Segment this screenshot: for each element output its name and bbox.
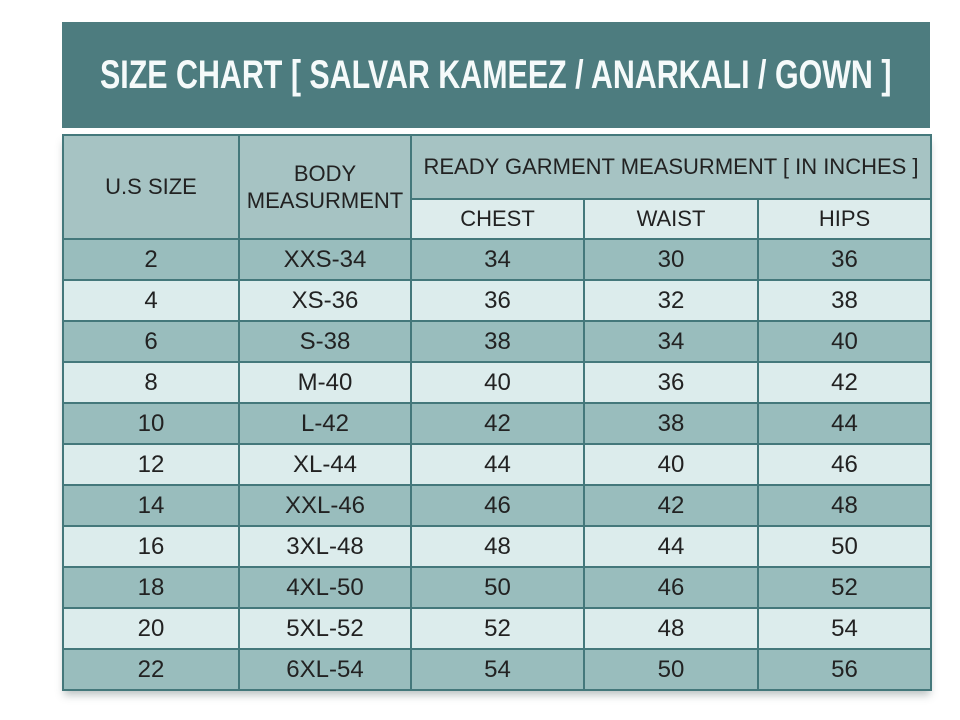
cell-chest: 44 [410,443,585,486]
cell-waist: 50 [583,648,759,691]
cell-hips: 38 [756,279,933,322]
title-banner: SIZE CHART [ SALVAR KAMEEZ / ANARKALI / … [62,22,930,128]
cell-waist: 44 [583,525,759,568]
cell-chest: 48 [410,525,585,568]
cell-hips: 48 [756,484,933,527]
table-row: 12 XL-44 44 40 46 [62,443,933,486]
cell-waist: 32 [583,279,759,322]
cell-chest: 38 [410,320,585,363]
size-table: U.S SIZE BODY MEASURMENT READY GARMENT M… [62,134,933,691]
cell-body-measurement: L-42 [238,402,412,445]
cell-body-measurement: XS-36 [238,279,412,322]
cell-body-measurement: 4XL-50 [238,566,412,609]
cell-chest: 40 [410,361,585,404]
cell-waist: 48 [583,607,759,650]
column-header-hips: HIPS [756,198,933,240]
cell-us-size: 2 [62,238,240,281]
cell-waist: 40 [583,443,759,486]
header-row-sub: CHEST WAIST HIPS [63,198,933,240]
cell-us-size: 16 [62,525,240,568]
column-header-body-measurement: BODY MEASURMENT [238,134,412,240]
cell-waist: 42 [583,484,759,527]
table-row: 14 XXL-46 46 42 48 [62,484,933,527]
header-row-main: U.S SIZE BODY MEASURMENT READY GARMENT M… [62,134,933,240]
cell-body-measurement: 3XL-48 [238,525,412,568]
cell-body-measurement: 6XL-54 [238,648,412,691]
cell-us-size: 8 [62,361,240,404]
column-header-waist: WAIST [583,198,759,240]
cell-chest: 46 [410,484,585,527]
cell-us-size: 14 [62,484,240,527]
cell-body-measurement: M-40 [238,361,412,404]
cell-hips: 44 [756,402,933,445]
cell-us-size: 4 [62,279,240,322]
cell-us-size: 10 [62,402,240,445]
column-header-ready-garment: READY GARMENT MEASURMENT [ IN INCHES ] [409,134,933,200]
cell-chest: 34 [410,238,585,281]
cell-chest: 42 [410,402,585,445]
table-row: 2 XXS-34 34 30 36 [62,238,933,281]
cell-chest: 54 [410,648,585,691]
cell-hips: 52 [756,566,933,609]
cell-body-measurement: 5XL-52 [238,607,412,650]
cell-us-size: 12 [62,443,240,486]
cell-body-measurement: XXL-46 [238,484,412,527]
cell-waist: 38 [583,402,759,445]
cell-waist: 30 [583,238,759,281]
cell-body-measurement: S-38 [238,320,412,363]
size-chart-sheet: SIZE CHART [ SALVAR KAMEEZ / ANARKALI / … [62,22,933,691]
table-row: 16 3XL-48 48 44 50 [62,525,933,568]
table-row: 18 4XL-50 50 46 52 [62,566,933,609]
cell-chest: 50 [410,566,585,609]
table-row: 8 M-40 40 36 42 [62,361,933,404]
table-row: 20 5XL-52 52 48 54 [62,607,933,650]
table-row: 22 6XL-54 54 50 56 [62,648,933,691]
column-header-chest: CHEST [410,198,585,240]
cell-hips: 36 [756,238,933,281]
cell-hips: 42 [756,361,933,404]
cell-hips: 54 [756,607,933,650]
table-row: 4 XS-36 36 32 38 [62,279,933,322]
cell-hips: 46 [756,443,933,486]
cell-body-measurement: XL-44 [238,443,412,486]
table-row: 6 S-38 38 34 40 [62,320,933,363]
page-title: SIZE CHART [ SALVAR KAMEEZ / ANARKALI / … [100,52,892,97]
cell-us-size: 20 [62,607,240,650]
cell-waist: 34 [583,320,759,363]
cell-hips: 50 [756,525,933,568]
cell-hips: 40 [756,320,933,363]
cell-chest: 36 [410,279,585,322]
cell-waist: 46 [583,566,759,609]
cell-chest: 52 [410,607,585,650]
table-row: 10 L-42 42 38 44 [62,402,933,445]
cell-us-size: 22 [62,648,240,691]
cell-body-measurement: XXS-34 [238,238,412,281]
cell-us-size: 6 [62,320,240,363]
column-header-us-size: U.S SIZE [62,134,240,240]
cell-hips: 56 [756,648,933,691]
cell-waist: 36 [583,361,759,404]
cell-us-size: 18 [62,566,240,609]
